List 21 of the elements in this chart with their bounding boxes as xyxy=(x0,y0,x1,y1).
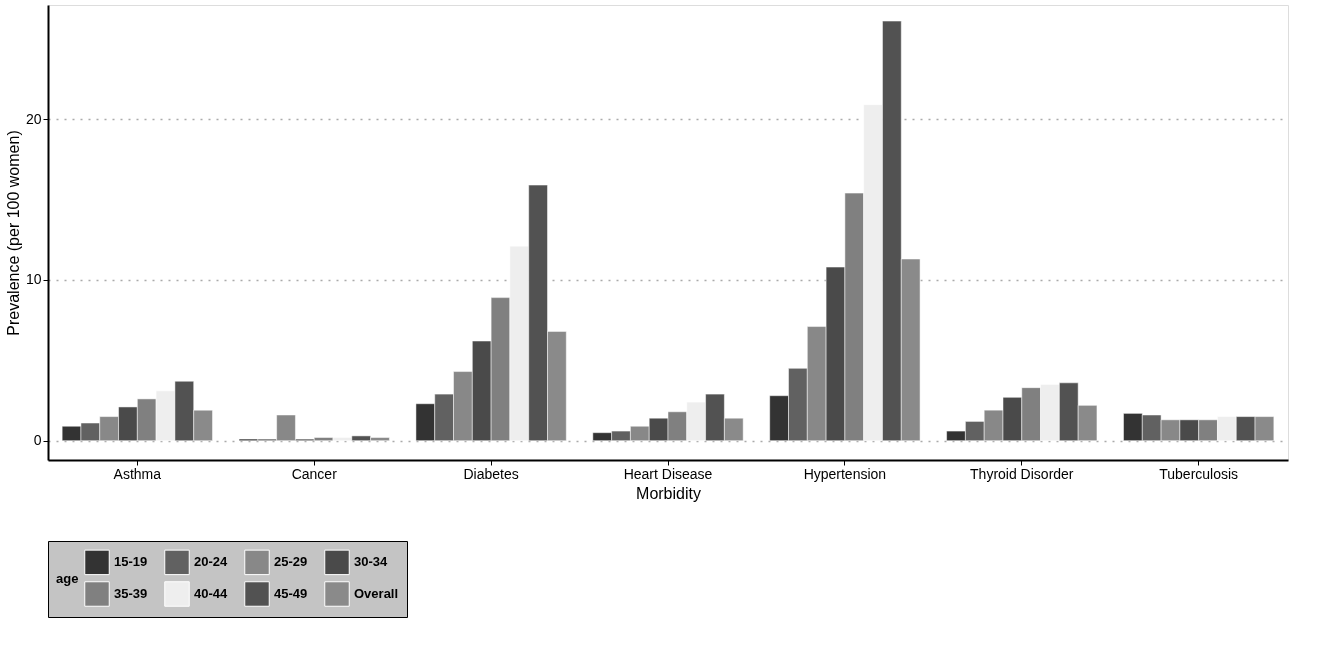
legend-label: 20-24 xyxy=(194,554,229,570)
y-tick-label: 0 xyxy=(33,432,42,449)
legend-label: 15-19 xyxy=(114,554,148,570)
y-axis-title: Prevalence (per 100 women) xyxy=(4,130,22,336)
x-axis-title: Morbidity xyxy=(636,484,701,502)
legend-label: 30-34 xyxy=(354,554,389,570)
legend-label: 45-49 xyxy=(274,586,308,601)
y-tick-label: 10 xyxy=(25,271,42,288)
x-tick-label: Asthma xyxy=(113,465,162,482)
legend-label: 35-39 xyxy=(114,586,148,601)
legend-label: 25-29 xyxy=(274,554,308,570)
legend-title: age xyxy=(56,571,79,586)
x-tick-label: Thyroid Disorder xyxy=(970,465,1074,482)
x-tick-label: Cancer xyxy=(291,465,338,482)
legend-label: 40-44 xyxy=(194,586,229,601)
x-tick-label: Tuberculosis xyxy=(1159,465,1239,482)
x-tick-label: Heart Disease xyxy=(623,465,713,482)
x-tick-label: Diabetes xyxy=(463,465,519,482)
legend-label: Overall xyxy=(354,586,399,601)
y-tick-label: 20 xyxy=(25,110,42,127)
x-tick-label: Hypertension xyxy=(803,465,887,482)
